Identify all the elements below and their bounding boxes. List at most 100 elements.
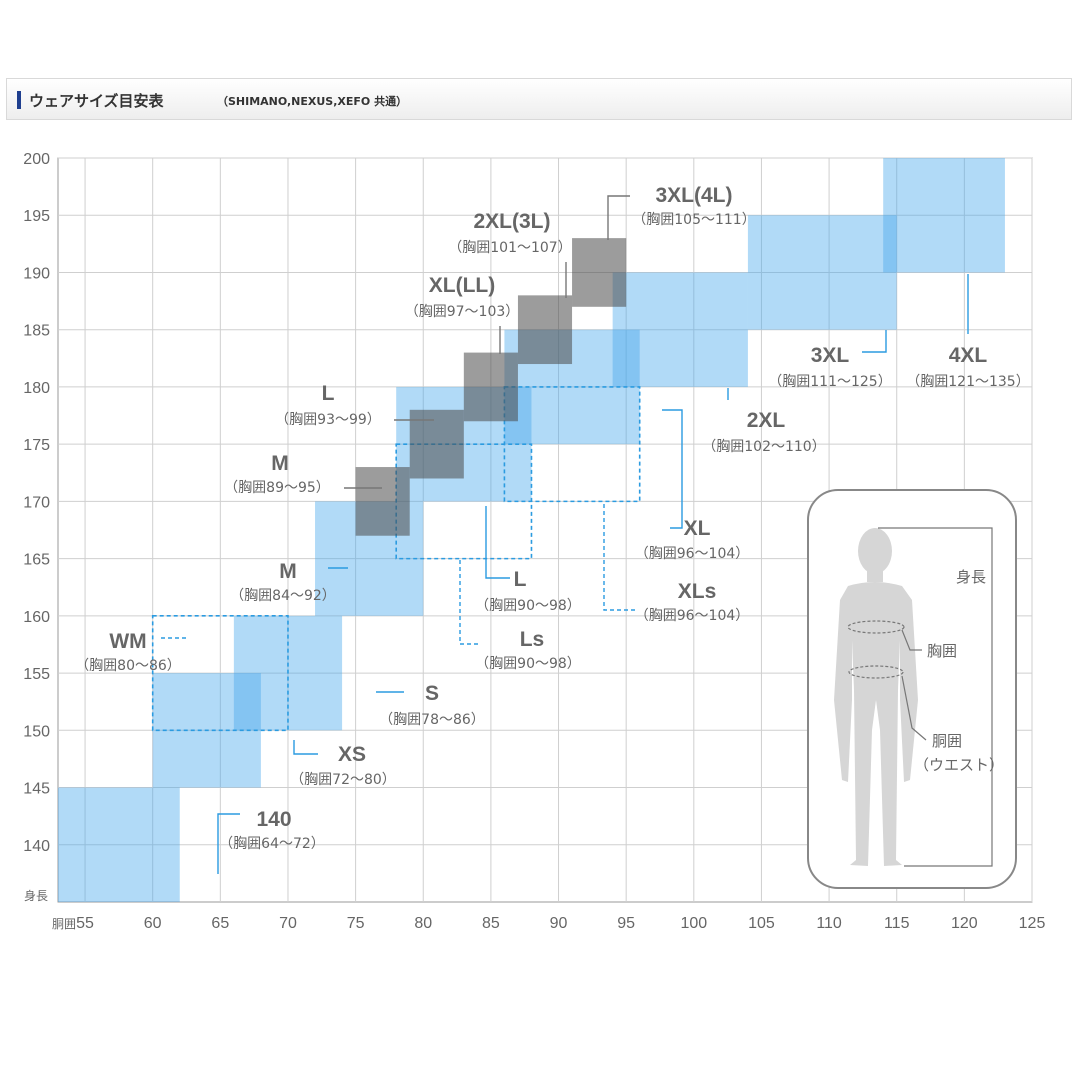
size-name-label: 4XL [949, 344, 988, 367]
size-chest-range-label: （胸囲78〜86） [379, 712, 485, 728]
size-chest-range-label: （胸囲90〜98） [475, 598, 581, 614]
leader-7 [862, 330, 887, 353]
size-chest-range-label: （胸囲64〜72） [219, 836, 325, 852]
size-chest-range-label: （胸囲80〜86） [75, 658, 181, 674]
figure-waist-sublabel: （ウエスト） [914, 756, 1004, 774]
y-tick-label: 140 [23, 838, 50, 855]
y-tick-label: 200 [23, 151, 50, 168]
size-name-label: S [425, 682, 439, 705]
waist-measure-line [848, 665, 904, 679]
size-name-label: XLs [678, 580, 717, 603]
leader-10 [459, 560, 480, 645]
size-name-label: 2XL(3L) [473, 210, 550, 233]
size-chest-range-label: （胸囲97〜103） [405, 304, 520, 320]
y-tick-label: 170 [23, 494, 50, 511]
size-chest-range-label: （胸囲96〜104） [635, 546, 750, 562]
axis-ticks: 55 60 65 70 75 80 85 90 95 100 105 110 115 120 1251401… [23, 151, 1045, 932]
size-box-2xl-3l--15 [517, 295, 573, 365]
y-tick-label: 165 [23, 552, 50, 569]
chart-subtitle: （SHIMANO,NEXUS,XEFO 共通） [217, 95, 408, 108]
size-name-label: 3XL [811, 344, 850, 367]
size-name-label: Ls [520, 628, 545, 651]
header-accent-bar [17, 91, 21, 109]
x-tick-label: 110 [816, 915, 842, 932]
size-name-label: L [322, 382, 335, 405]
size-chest-range-label: （胸囲101〜107） [448, 240, 571, 256]
leader-16 [607, 195, 630, 240]
y-tick-label: 175 [23, 437, 50, 454]
x-tick-label: 100 [680, 915, 707, 932]
size-box-l-13 [409, 409, 464, 479]
leader-4 [485, 506, 510, 579]
y-tick-label: 145 [23, 781, 50, 798]
y-axis-label: 身長 [24, 888, 48, 903]
x-tick-label: 105 [748, 915, 775, 932]
size-chest-range-label: （胸囲105〜111） [632, 212, 755, 228]
size-chest-range-label: （胸囲93〜99） [275, 412, 381, 428]
size-chest-range-label: （胸囲121〜135） [906, 374, 1029, 390]
size-name-label: M [279, 560, 297, 583]
size-name-label: 140 [256, 808, 291, 831]
person-silhouette-icon [834, 528, 918, 866]
x-tick-label: 75 [347, 915, 365, 932]
chest-leader [901, 629, 922, 651]
size-chest-range-label: （胸囲111〜125） [768, 374, 891, 390]
size-name-label: XL [684, 517, 711, 540]
chart-title: ウェアサイズ目安表 [29, 92, 164, 110]
y-tick-label: 185 [23, 323, 50, 340]
size-chest-range-label: （胸囲72〜80） [290, 772, 396, 788]
size-chest-range-label: （胸囲102〜110） [702, 439, 825, 455]
size-box-xls-11 [503, 386, 641, 503]
height-measure-line [878, 527, 993, 867]
x-tick-label: 65 [211, 915, 229, 932]
size-box-m-12 [355, 467, 410, 536]
size-name-label: M [271, 452, 289, 475]
x-tick-label: 115 [884, 915, 910, 932]
size-boxes [58, 158, 1005, 902]
x-tick-label: 120 [951, 915, 978, 932]
x-tick-label: 90 [550, 915, 568, 932]
y-tick-label: 195 [23, 208, 50, 225]
y-tick-label: 180 [23, 380, 50, 397]
leader-1 [293, 740, 318, 755]
leader-0 [217, 813, 240, 874]
x-tick-label: 80 [414, 915, 432, 932]
x-tick-label: 95 [617, 915, 635, 932]
x-tick-label: 60 [144, 915, 162, 932]
figure-height-label: 身長 [956, 568, 986, 586]
size-box-wm-9 [151, 615, 289, 732]
label-leaders [158, 195, 969, 874]
x-tick-label: 70 [279, 915, 297, 932]
size-name-label: 3XL(4L) [655, 184, 732, 207]
waist-leader [901, 675, 927, 741]
size-name-label: L [514, 568, 527, 591]
size-chest-range-label: （胸囲90〜98） [475, 656, 581, 672]
y-tick-label: 155 [23, 666, 50, 683]
size-box-2xl-6 [612, 272, 748, 387]
size-box-3xl-7 [747, 215, 897, 330]
size-name-label: XL(LL) [429, 274, 495, 297]
x-tick-label: 85 [482, 915, 500, 932]
body-figure-panel: 身長 胸囲 胴囲 （ウエスト） [807, 489, 1017, 889]
size-box-4xl-8 [883, 158, 1005, 273]
y-tick-label: 190 [23, 265, 50, 282]
x-axis-label: 胴囲 [52, 917, 76, 931]
y-tick-label: 150 [23, 723, 50, 740]
size-labels: 140 （胸囲64〜72） XS （胸囲72〜80） S （胸囲78〜86） M （胸囲84〜… [75, 184, 1030, 852]
leader-5 [662, 409, 683, 529]
size-name-label: XS [338, 743, 366, 766]
size-box-3xl-4l--16 [572, 238, 627, 307]
figure-waist-label: 胴囲 [932, 732, 962, 750]
y-tick-label: 160 [23, 609, 50, 626]
x-tick-label: 55 [76, 915, 94, 932]
x-tick-label: 125 [1019, 915, 1046, 932]
size-box-xl-ll--14 [463, 352, 518, 422]
size-name-label: WM [109, 630, 146, 653]
chest-measure-line [847, 620, 905, 634]
chart-header: ウェアサイズ目安表 （SHIMANO,NEXUS,XEFO 共通） [6, 78, 1072, 120]
figure-chest-label: 胸囲 [927, 642, 957, 660]
size-chest-range-label: （胸囲96〜104） [635, 608, 750, 624]
size-chest-range-label: （胸囲89〜95） [224, 480, 330, 496]
size-chest-range-label: （胸囲84〜92） [230, 588, 336, 604]
